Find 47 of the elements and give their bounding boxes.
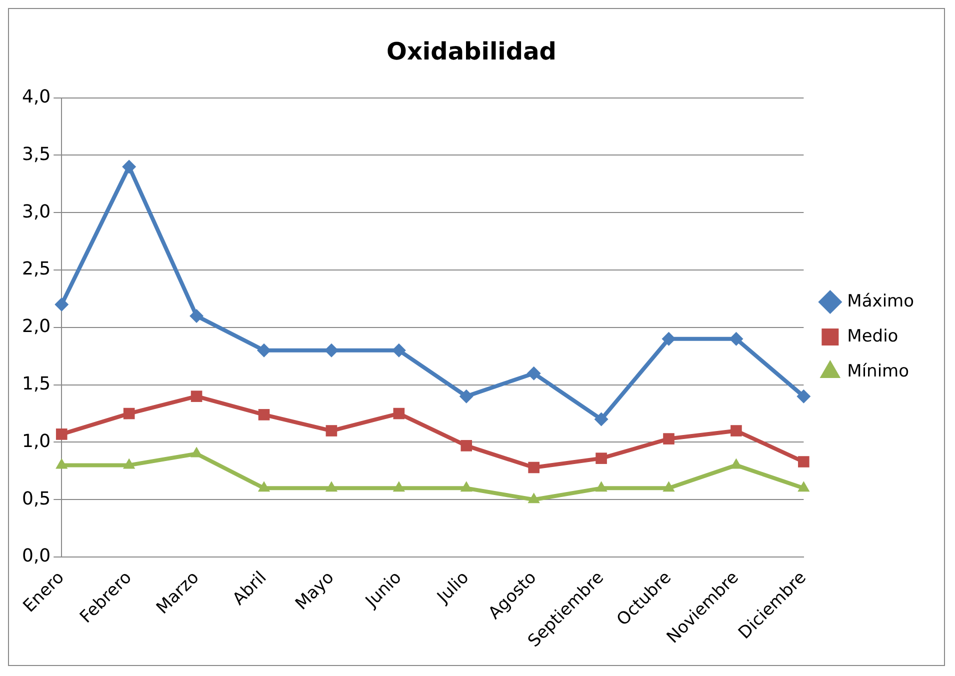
point — [662, 481, 675, 492]
point — [258, 481, 270, 492]
y-tick-label: 3,5 — [22, 144, 51, 165]
y-tick-label: 0,0 — [22, 546, 51, 567]
y-tick-label: 1,0 — [22, 430, 51, 452]
point — [596, 452, 607, 464]
point — [796, 389, 811, 404]
point — [459, 389, 474, 404]
point — [460, 440, 472, 452]
point — [392, 481, 405, 492]
y-tick-label: 1,5 — [22, 374, 51, 395]
y-tick-label: 3,0 — [22, 201, 51, 222]
point — [258, 409, 270, 420]
point — [54, 297, 69, 312]
legend-label: Medio — [847, 326, 898, 346]
point — [663, 433, 674, 444]
point — [56, 458, 68, 469]
legend-label: Máximo — [847, 291, 914, 312]
y-tick-label: 2,5 — [22, 258, 51, 280]
point — [326, 425, 338, 436]
y-tick-label: 4,0 — [22, 86, 51, 108]
legend-label: Mínimo — [847, 361, 910, 382]
point — [56, 428, 68, 440]
point — [324, 343, 338, 358]
point — [123, 458, 136, 469]
point — [729, 332, 744, 346]
point — [190, 390, 202, 402]
point — [730, 425, 742, 436]
point — [190, 308, 204, 323]
chart-title: Oxidabilidad — [386, 38, 556, 66]
point — [528, 492, 540, 504]
point — [594, 412, 608, 426]
point — [460, 481, 472, 492]
point — [662, 332, 676, 346]
point — [526, 366, 541, 380]
point — [730, 458, 742, 469]
point — [393, 408, 405, 420]
point — [257, 343, 271, 358]
point — [528, 462, 540, 474]
point — [123, 408, 135, 420]
point — [392, 343, 406, 358]
point — [798, 481, 810, 492]
point — [798, 456, 810, 468]
y-tick-label: 2,0 — [22, 316, 51, 338]
y-tick-label: 0,5 — [22, 488, 51, 510]
point — [595, 481, 608, 492]
point — [325, 481, 338, 492]
